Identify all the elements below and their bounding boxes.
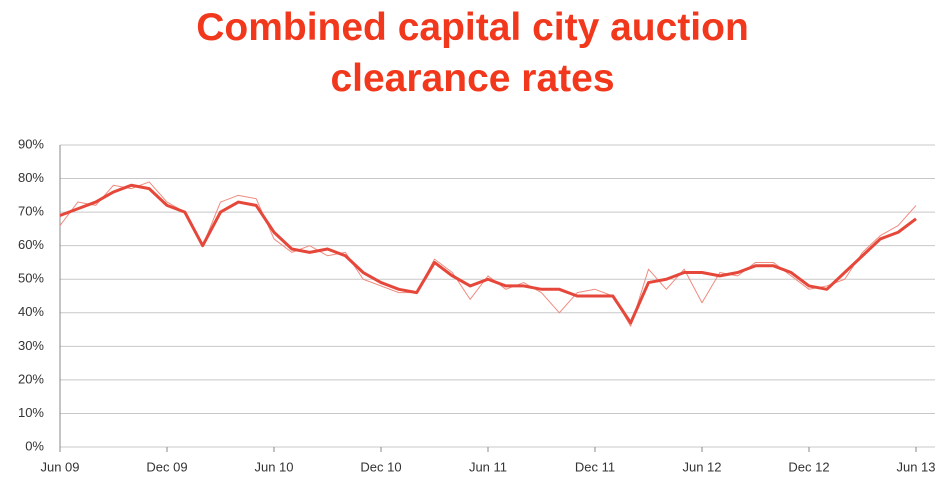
y-tick-label: 40% [18, 304, 44, 319]
y-tick-label: 70% [18, 204, 44, 219]
y-tick-label: 10% [18, 405, 44, 420]
x-tick-label: Dec 10 [360, 459, 401, 474]
x-tick-label: Jun 09 [40, 459, 79, 474]
x-tick-label: Dec 11 [575, 459, 615, 474]
x-tick-label: Jun 12 [682, 459, 721, 474]
series-line [59, 183, 917, 325]
y-tick-label: 60% [18, 237, 44, 252]
y-tick-label: 80% [18, 170, 44, 185]
x-tick-label: Dec 09 [146, 459, 187, 474]
x-tick-label: Dec 12 [788, 459, 829, 474]
x-tick-label: Jun 13 [896, 459, 935, 474]
y-tick-label: 90% [18, 136, 44, 151]
chart-title: Combined capital city auction clearance … [196, 6, 749, 100]
y-tick-label: 50% [18, 271, 44, 286]
y-tick-label: 0% [25, 438, 44, 453]
x-tick-label: Jun 11 [469, 459, 507, 474]
series-line [59, 181, 917, 327]
y-tick-label: 30% [18, 338, 44, 353]
x-tick-label: Jun 10 [254, 459, 293, 474]
y-tick-label: 20% [18, 371, 44, 386]
